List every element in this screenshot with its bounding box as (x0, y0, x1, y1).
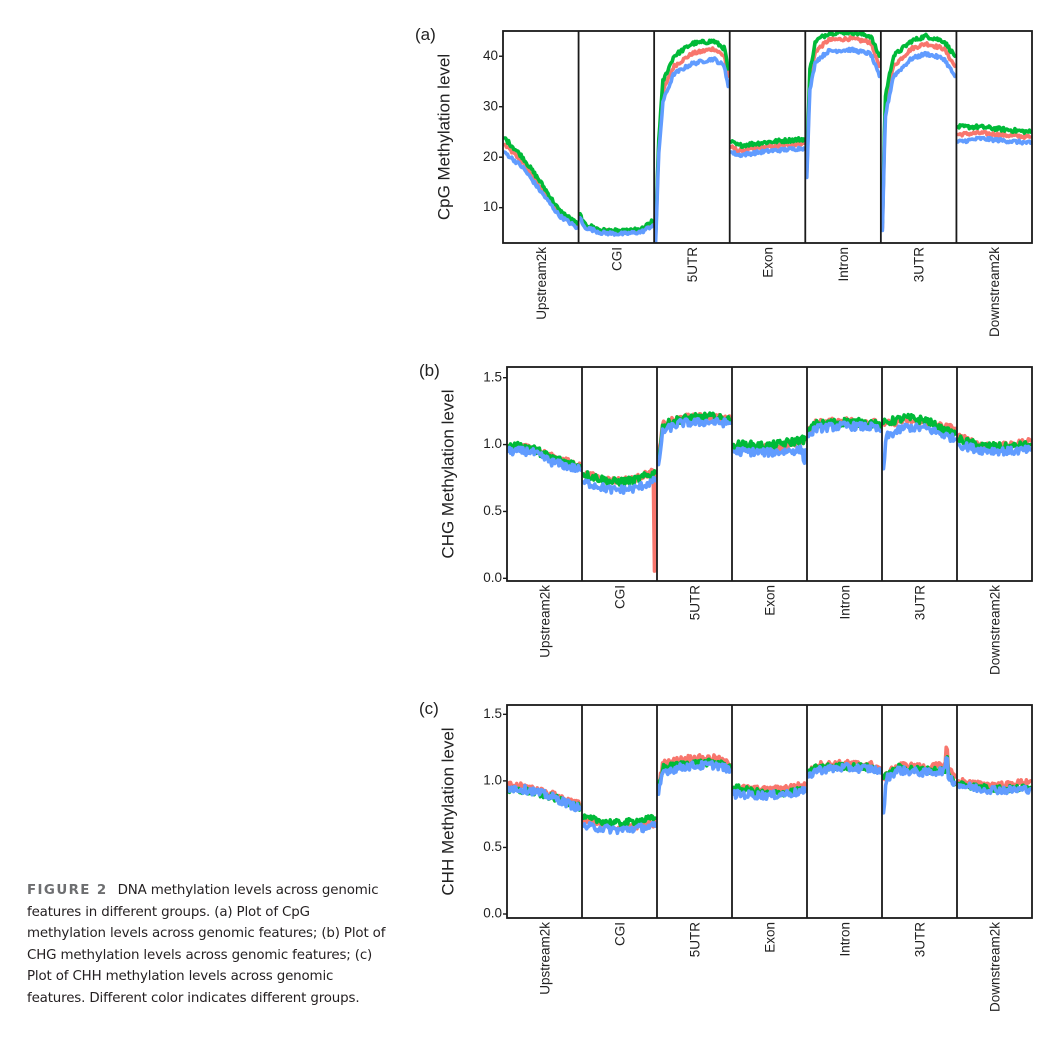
panel-c-chh: (c) CHH Methylation level 0.0 0.5 1.0 1.5 Up… (419, 699, 1033, 1012)
y-axis-label: CHG Methylation level (438, 389, 457, 558)
panel-b-chg: (b) CHG Methylation level 0.0 0.5 1.0 1.5 Up… (419, 361, 1033, 675)
series-group-green (503, 31, 1032, 238)
line-group-blue-cgi (581, 821, 658, 836)
y-tick-label: 1.0 (483, 772, 502, 787)
line-group-green-exon (731, 434, 808, 451)
x-category-label: CGI (613, 922, 628, 946)
panel-label: (a) (415, 25, 436, 44)
y-tick-label: 0.5 (483, 839, 502, 854)
x-category-label: Exon (761, 247, 776, 278)
y-tick-label: 1.0 (483, 436, 502, 451)
line-group-blue-intron (806, 420, 883, 439)
x-category-label: Downstream2k (988, 922, 1003, 1012)
x-category-label: 5UTR (688, 585, 703, 621)
panel-label: (b) (419, 361, 440, 380)
x-category-label: Upstream2k (538, 922, 553, 995)
y-tick-label: 0.0 (483, 906, 502, 921)
line-group-green-intron (805, 31, 882, 170)
x-category-label: 3UTR (913, 585, 928, 621)
x-category-label: 5UTR (688, 922, 703, 958)
x-category-label: Upstream2k (534, 247, 549, 320)
panel-a-cpg: (a) CpG Methylation level 10 20 30 40 Upstre… (415, 25, 1033, 337)
line-group-green-upstream2k (503, 136, 579, 226)
line-group-green-cgi (581, 813, 658, 828)
line-group-green-3utr (880, 32, 957, 225)
line-group-blue-upstream2k (507, 445, 583, 473)
y-tick-label: 20 (483, 149, 498, 164)
x-category-label: Intron (838, 585, 853, 620)
line-group-green-cgi (581, 469, 658, 487)
line-group-red-3utr (880, 41, 957, 230)
series-lines (503, 31, 1032, 243)
y-tick-label: 0.5 (483, 503, 502, 518)
line-group-green-5utr (656, 757, 733, 790)
line-group-blue-upstream2k (503, 150, 579, 231)
line-group-green-exon (729, 136, 806, 149)
y-tick-label: 10 (483, 199, 498, 214)
line-group-blue-3utr (881, 422, 958, 471)
line-group-blue-downstream2k (956, 781, 1032, 796)
line-group-red-5utr (653, 46, 730, 240)
series-lines (507, 411, 1032, 573)
line-group-blue-3utr (880, 50, 957, 233)
line-group-blue-intron (806, 761, 883, 779)
figure-caption: FIGURE 2 DNA methylation levels across ge… (27, 880, 387, 1010)
line-group-blue-5utr (656, 416, 733, 467)
y-tick-label: 1.5 (483, 706, 502, 721)
line-group-blue-intron (805, 46, 882, 180)
line-group-blue-5utr (656, 760, 733, 796)
x-category-label: Downstream2k (987, 247, 1002, 337)
y-axis-label: CpG Methylation level (434, 54, 453, 220)
line-group-blue-upstream2k (507, 783, 583, 813)
y-tick-label: 30 (483, 98, 498, 113)
x-category-label: Intron (838, 922, 853, 957)
series-group-blue (507, 416, 1032, 495)
line-group-red-intron (805, 35, 882, 175)
line-group-red-downstream2k (956, 129, 1032, 140)
x-category-label: 3UTR (912, 247, 927, 283)
line-group-green-downstream2k (956, 123, 1032, 135)
plot-frame (506, 366, 1033, 582)
series-lines (507, 745, 1032, 836)
line-group-blue-5utr (653, 56, 730, 243)
x-category-label: Intron (836, 247, 851, 282)
caption-text: DNA methylation levels across genomic fe… (27, 883, 386, 1006)
line-group-blue-downstream2k (956, 135, 1032, 146)
y-tick-label: 1.5 (483, 369, 502, 384)
x-category-label: Exon (763, 922, 778, 953)
line-group-red-exon (729, 140, 806, 154)
line-group-blue-exon (731, 786, 808, 801)
x-category-label: Downstream2k (988, 585, 1003, 675)
plot-frame (502, 30, 1033, 244)
x-category-label: Upstream2k (538, 585, 553, 658)
y-tick-label: 0.0 (483, 570, 502, 585)
line-group-blue-3utr (881, 756, 958, 815)
y-axis-label: CHH Methylation level (438, 727, 457, 895)
series-group-blue (507, 756, 1032, 836)
line-group-green-5utr (653, 38, 730, 238)
line-group-blue-exon (731, 444, 808, 465)
figure-label: FIGURE 2 (27, 883, 108, 898)
x-category-label: 5UTR (685, 247, 700, 283)
x-category-label: 3UTR (913, 922, 928, 958)
line-group-blue-exon (729, 145, 806, 159)
line-group-blue-cgi (578, 216, 655, 237)
x-category-label: CGI (613, 585, 628, 609)
x-category-label: CGI (609, 247, 624, 271)
line-group-blue-downstream2k (956, 441, 1032, 457)
y-tick-label: 40 (483, 48, 498, 63)
line-group-blue-cgi (581, 475, 658, 495)
line-group-green-3utr (881, 412, 958, 439)
series-group-blue (503, 46, 1032, 243)
panel-label: (c) (419, 699, 439, 718)
plot-frame (506, 704, 1033, 919)
x-category-label: Exon (763, 585, 778, 616)
